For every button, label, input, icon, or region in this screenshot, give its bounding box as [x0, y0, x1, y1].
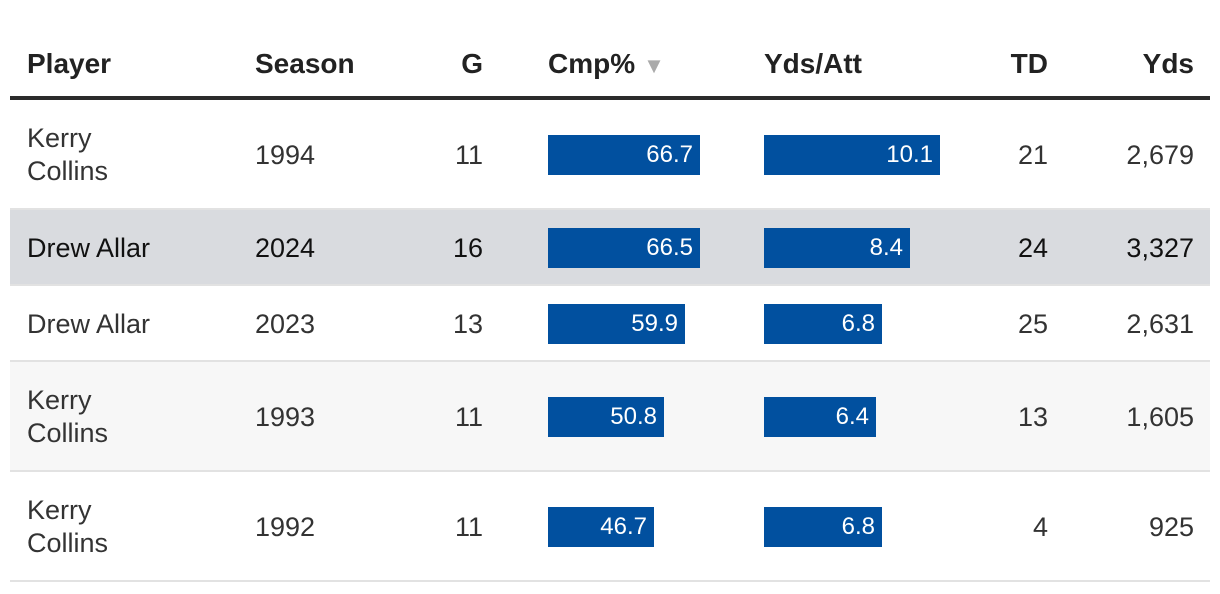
table-row: Kerry Collins 1993 11 13 1,605 50.8 6.4: [10, 362, 1210, 472]
cell-season: 2023: [255, 308, 316, 339]
stats-table: Player Season G Cmp% ▼ Yds/Att TD Yds Ker…: [10, 0, 1210, 582]
col-header-cmp-label: Cmp%: [548, 48, 636, 79]
cmp-bar: 59.9: [548, 304, 685, 344]
col-header-g[interactable]: G: [461, 48, 483, 79]
cell-g: 11: [454, 511, 483, 542]
cell-td: 25: [1017, 308, 1048, 339]
ypa-bar: 6.8: [764, 304, 882, 344]
col-header-td[interactable]: TD: [1010, 48, 1048, 79]
col-header-player[interactable]: Player: [27, 48, 112, 79]
cmp-bar: 50.8: [548, 397, 664, 437]
cell-season: 1993: [255, 401, 316, 432]
cell-player: Kerry Collins: [27, 123, 109, 186]
cell-td: 21: [1017, 139, 1048, 170]
cell-g: 13: [452, 308, 483, 339]
cell-g: 16: [452, 232, 483, 263]
ypa-bar: 10.1: [764, 135, 940, 175]
table-row: Kerry Collins 1992 11 4 925 46.7 6.8: [10, 472, 1210, 582]
col-header-ypa[interactable]: Yds/Att: [764, 48, 862, 79]
cell-player: Kerry Collins: [27, 385, 109, 448]
table-row: Drew Allar 2023 13 25 2,631 59.9 6.8: [10, 286, 1210, 362]
ypa-bar: 6.4: [764, 397, 876, 437]
col-header-season[interactable]: Season: [255, 48, 355, 79]
cell-season: 2024: [255, 232, 316, 263]
ypa-bar: 8.4: [764, 228, 910, 268]
cmp-bar: 66.5: [548, 228, 700, 268]
cell-season: 1992: [255, 511, 316, 542]
cell-yds: 925: [1148, 511, 1194, 542]
table-header: Player Season G Cmp% ▼ Yds/Att TD Yds: [10, 0, 1210, 100]
cell-player: Drew Allar: [27, 308, 151, 339]
cell-yds: 1,605: [1126, 401, 1194, 432]
cell-player: Drew Allar: [27, 232, 151, 263]
col-header-cmp[interactable]: Cmp% ▼: [548, 48, 665, 80]
cell-g: 11: [454, 401, 483, 432]
cmp-bar: 46.7: [548, 507, 654, 547]
cell-td: 4: [1032, 511, 1048, 542]
cell-season: 1994: [255, 139, 316, 170]
cell-player: Kerry Collins: [27, 495, 109, 558]
col-header-yds[interactable]: Yds: [1142, 48, 1194, 79]
table-row: Kerry Collins 1994 11 21 2,679 66.7 10.1: [10, 100, 1210, 210]
ypa-bar: 6.8: [764, 507, 882, 547]
cell-td: 24: [1017, 232, 1048, 263]
cell-yds: 2,631: [1126, 308, 1194, 339]
cell-g: 11: [454, 139, 483, 170]
cmp-bar: 66.7: [548, 135, 700, 175]
sort-down-icon: ▼: [643, 53, 665, 78]
cell-yds: 3,327: [1126, 232, 1194, 263]
cell-td: 13: [1017, 401, 1048, 432]
table-body: Kerry Collins 1994 11 21 2,679 66.7 10.1 Drew A…: [10, 100, 1210, 582]
table-row: Drew Allar 2024 16 24 3,327 66.5 8.4: [10, 210, 1210, 286]
cell-yds: 2,679: [1126, 139, 1194, 170]
